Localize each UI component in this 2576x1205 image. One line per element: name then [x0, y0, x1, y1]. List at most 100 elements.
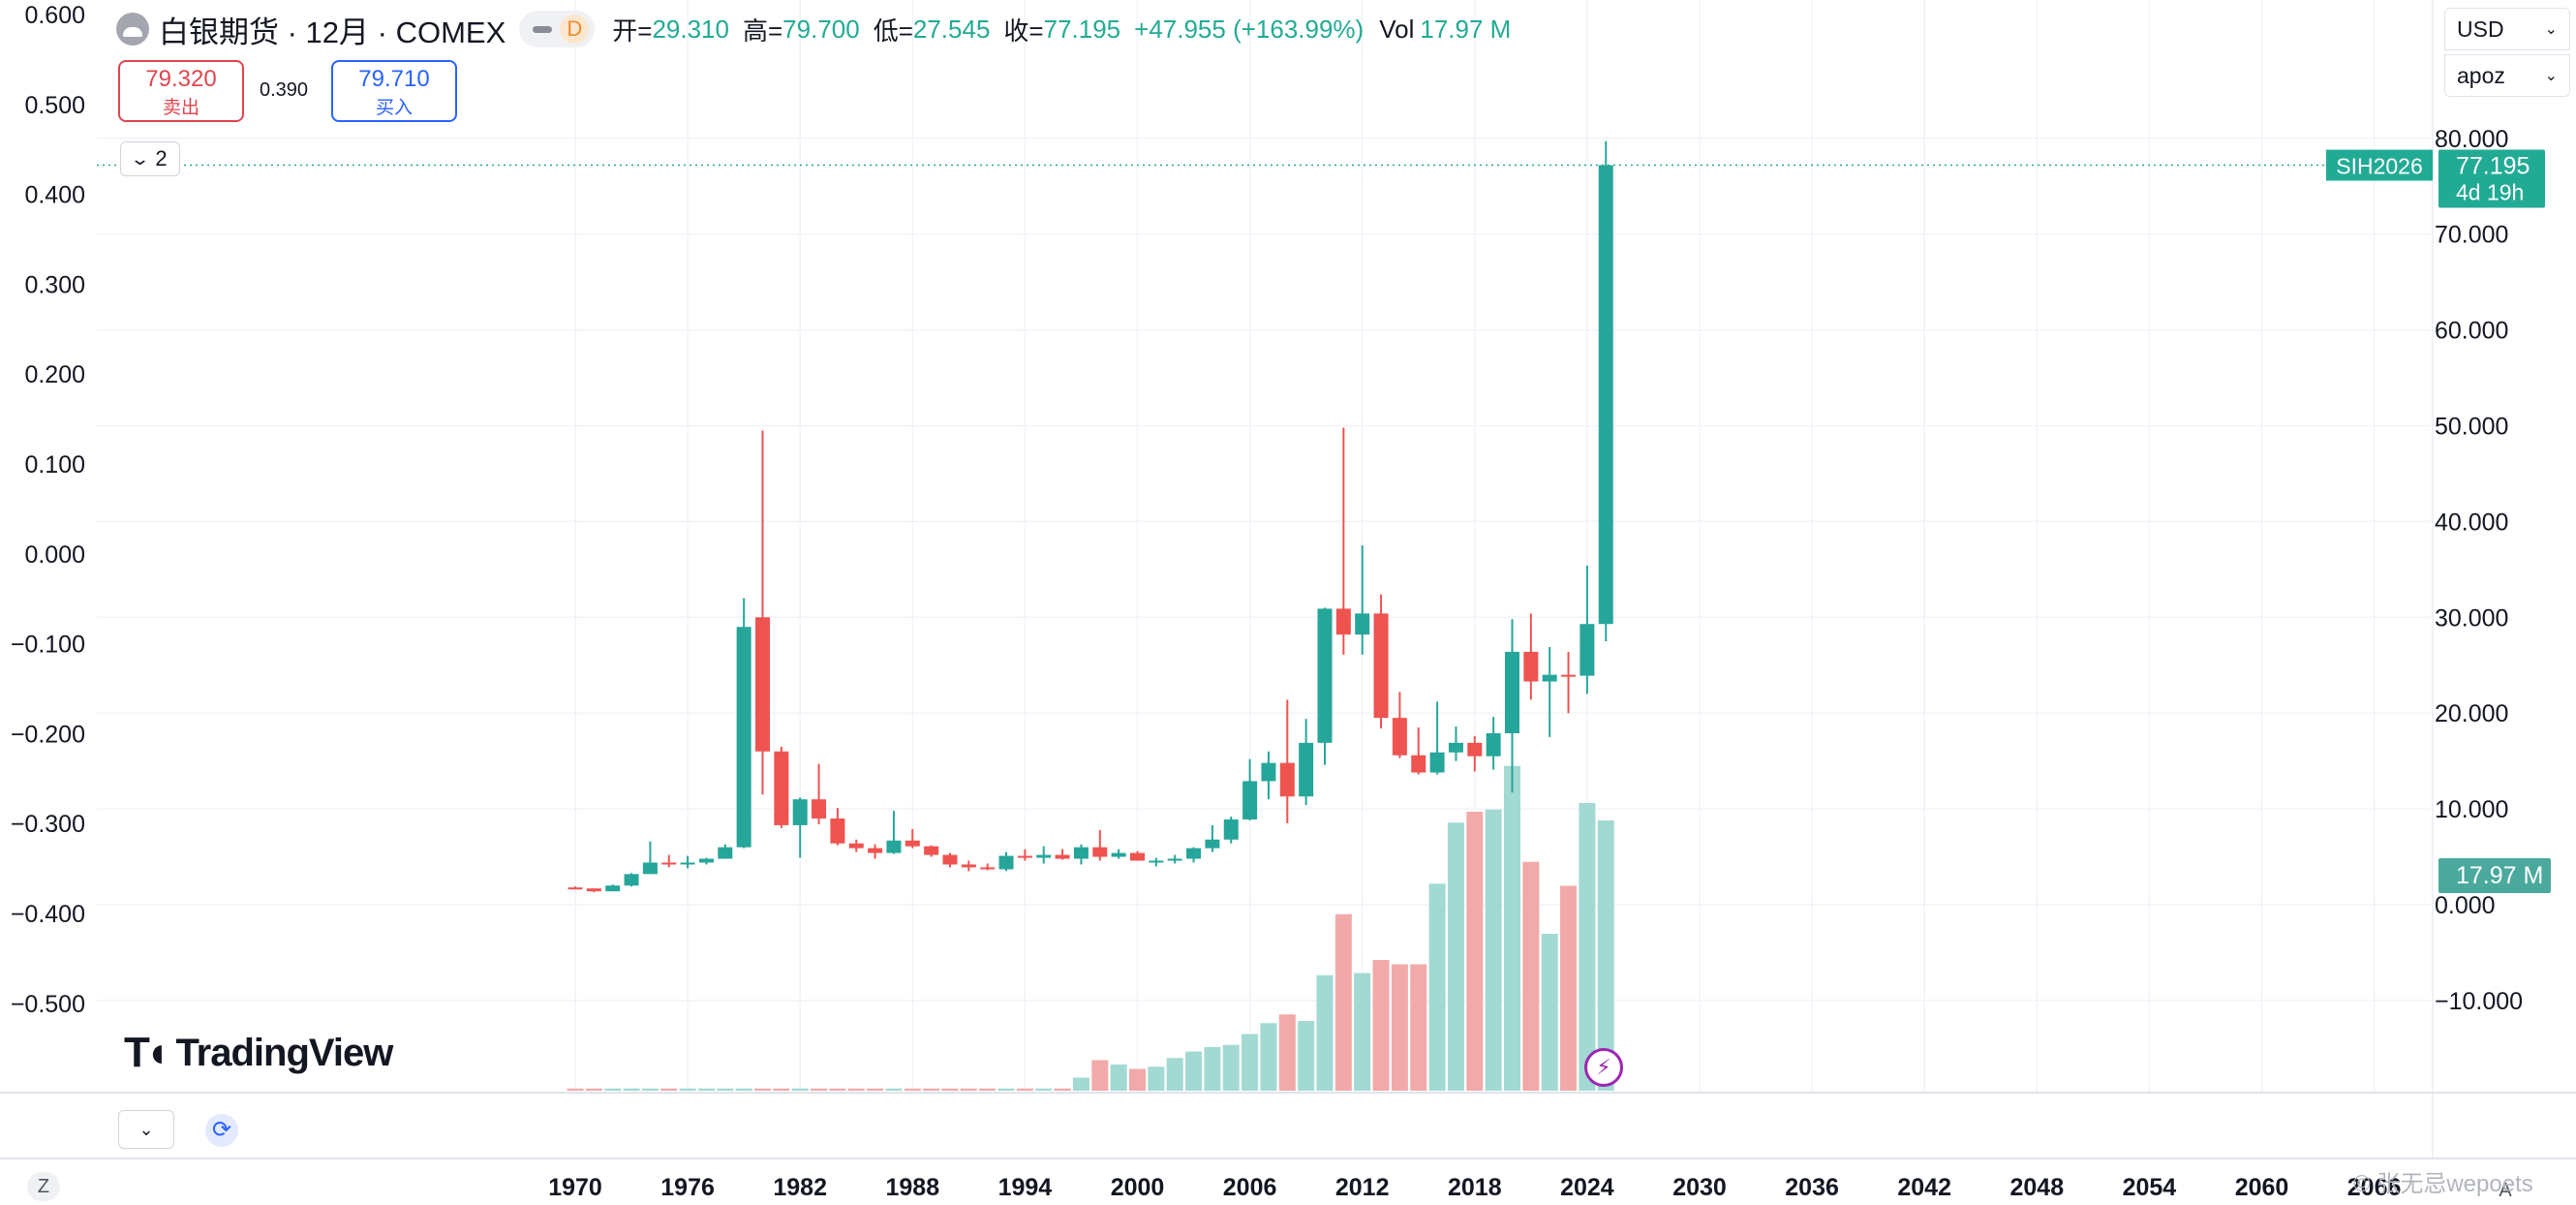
- market-status-pill[interactable]: D: [519, 11, 596, 47]
- volume-bar: [997, 1088, 1015, 1091]
- candle: [792, 797, 808, 858]
- volume-bar: [1091, 1060, 1109, 1091]
- year-tick-label: 2012: [1335, 1174, 1390, 1201]
- price-tick-label: 60.000: [2435, 318, 2508, 345]
- candle-body: [1017, 855, 1032, 858]
- scale-mode-value: apoz: [2457, 62, 2505, 88]
- left-tick-label: 0.100: [24, 451, 85, 479]
- low-value: 27.545: [912, 14, 991, 44]
- candle-body: [1279, 762, 1295, 797]
- candle: [868, 844, 883, 859]
- lightning-icon[interactable]: ⚡: [1584, 1048, 1623, 1087]
- vol-label: Vol: [1379, 14, 1415, 44]
- candle: [1373, 594, 1389, 729]
- candle-body: [1411, 755, 1426, 773]
- candle: [1149, 857, 1164, 867]
- volume-bar: [904, 1088, 921, 1091]
- collapse-indicators-button[interactable]: ⌄ 2: [120, 141, 180, 176]
- candle-body: [792, 799, 808, 825]
- candle-body: [698, 858, 714, 863]
- candle: [1092, 829, 1108, 861]
- price-tick-label: 30.000: [2435, 604, 2508, 632]
- left-tick-label: −0.200: [11, 721, 85, 748]
- candle-body: [924, 846, 939, 855]
- low-label: 低=: [873, 15, 913, 46]
- left-tick-label: 0.300: [24, 271, 85, 298]
- volume-bar: [1597, 820, 1614, 1091]
- currency-select[interactable]: USD ⌄: [2444, 8, 2570, 50]
- candle: [1167, 854, 1182, 864]
- candle-body: [1542, 674, 1557, 682]
- volume-bar: [1372, 960, 1390, 1091]
- candle: [1448, 726, 1463, 761]
- candle: [1186, 847, 1202, 863]
- zoom-button[interactable]: Z: [27, 1172, 60, 1201]
- chevron-down-icon: ⌄: [130, 148, 151, 169]
- candle-body: [718, 847, 733, 859]
- volume-bar: [1579, 803, 1596, 1091]
- volume-bar: [960, 1088, 977, 1091]
- sell-button[interactable]: 79.320 卖出: [118, 60, 244, 122]
- candle: [1299, 719, 1314, 806]
- refresh-icon[interactable]: ⟳: [205, 1114, 238, 1147]
- tradingview-logo[interactable]: T◖ TradingView: [124, 1029, 393, 1077]
- volume-bar: [1522, 861, 1540, 1091]
- volume-bar: [641, 1088, 659, 1091]
- candle-body: [1598, 165, 1613, 625]
- candle: [1223, 817, 1239, 844]
- candle-body: [1561, 674, 1577, 677]
- year-tick-label: 1982: [773, 1174, 827, 1201]
- auto-scale-button[interactable]: A: [2499, 1180, 2512, 1201]
- symbol-legend: 白银期货 · 12月 · COMEX D 开= 29.310 高= 79.700…: [116, 10, 1524, 49]
- candle-body: [961, 864, 976, 868]
- symbol-tag-bg: [2326, 149, 2433, 181]
- buy-button[interactable]: 79.710 买入: [331, 60, 457, 122]
- chart-grid: [97, 0, 2431, 1093]
- candle-body: [1486, 732, 1501, 757]
- candle: [1055, 849, 1070, 860]
- candle-body: [868, 848, 883, 853]
- symbol-name[interactable]: 白银期货 · 12月 · COMEX: [159, 15, 506, 49]
- candle-body: [1242, 781, 1258, 819]
- candle-body: [1092, 847, 1108, 857]
- candle: [942, 852, 958, 868]
- volume-bar: [1278, 1014, 1296, 1091]
- candle: [1542, 646, 1557, 737]
- candle: [1467, 735, 1483, 772]
- volume-bar: [697, 1088, 715, 1091]
- candle: [1355, 545, 1370, 655]
- close-value: 77.195: [1043, 14, 1121, 44]
- price-tick-label: 70.000: [2435, 222, 2508, 249]
- chevron-down-icon: ⌄: [2544, 68, 2558, 84]
- volume-bar: [623, 1088, 640, 1091]
- candle: [905, 828, 920, 849]
- scale-mode-select[interactable]: apoz ⌄: [2444, 54, 2570, 97]
- candle: [1242, 758, 1258, 820]
- candle-body: [1055, 854, 1070, 859]
- year-tick-label: 2024: [1560, 1174, 1614, 1201]
- volume-bar: [811, 1088, 828, 1091]
- candles: [567, 140, 1613, 893]
- candle-body: [830, 818, 845, 844]
- candle-body: [942, 854, 958, 865]
- candle: [1579, 565, 1595, 695]
- left-tick-label: −0.500: [11, 991, 85, 1018]
- volume-bar: [1035, 1088, 1053, 1091]
- left-tick-label: −0.100: [11, 632, 85, 659]
- panel-toggle-button[interactable]: ⌄: [118, 1110, 174, 1149]
- candle: [848, 839, 864, 852]
- candle-body: [980, 867, 996, 870]
- open-label: 开=: [612, 15, 653, 46]
- tradingview-mark-icon: T◖: [124, 1029, 170, 1076]
- candle-body: [1429, 752, 1445, 773]
- candle: [1130, 850, 1145, 861]
- volume-bar: [660, 1088, 678, 1091]
- symbol-tag-text: SIH2026: [2336, 154, 2423, 179]
- candle: [698, 857, 714, 865]
- left-tick-label: 0.500: [24, 92, 85, 119]
- volume-bar: [679, 1088, 696, 1091]
- price-tick-label: 10.000: [2435, 796, 2508, 823]
- volume-bar: [1410, 964, 1427, 1091]
- last-price-bg: [2438, 149, 2545, 208]
